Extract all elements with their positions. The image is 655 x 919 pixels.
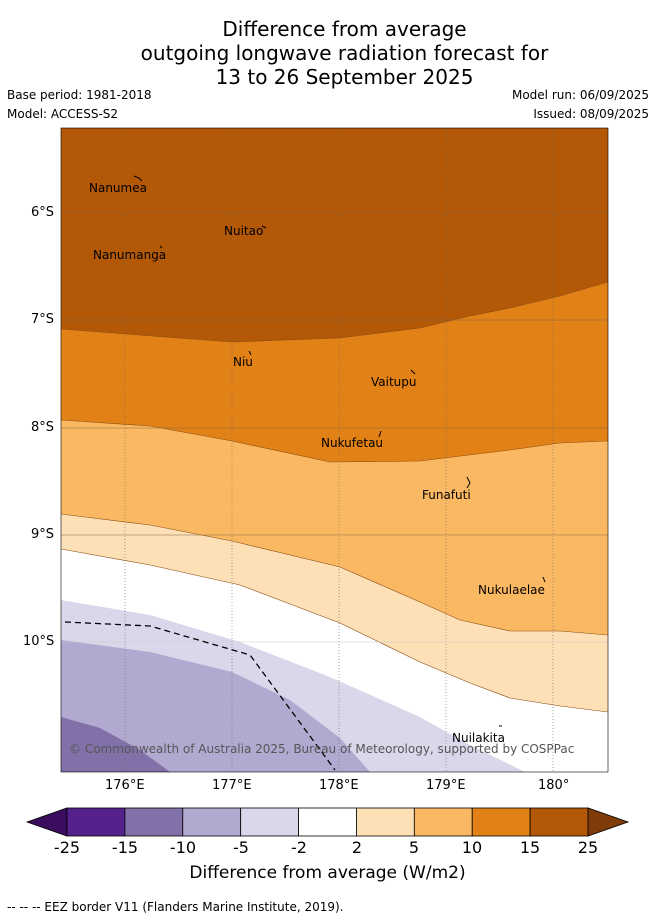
lat-label-7s: 7°S xyxy=(31,312,55,327)
place-niu: Niu xyxy=(233,355,253,369)
colorbar-swatch-8 xyxy=(529,807,589,837)
colorbar-label-9: 25 xyxy=(577,838,599,857)
colorbar-swatch-0 xyxy=(66,807,126,837)
eez-legend: -- -- -- EEZ border V11 (Flanders Marine… xyxy=(7,900,344,914)
place-nuilakita: Nuilakita xyxy=(452,731,505,745)
lat-label-10s: 10°S xyxy=(23,634,55,649)
map-gridlines xyxy=(124,128,554,772)
lat-label-9s: 9°S xyxy=(31,527,55,542)
colorbar-label-3: -5 xyxy=(233,838,249,857)
colorbar-swatch-3 xyxy=(240,807,299,837)
colorbar-swatch-2 xyxy=(182,807,242,837)
latitude-gridlines xyxy=(61,212,608,643)
band-5 xyxy=(61,514,608,712)
band-25 xyxy=(61,128,608,342)
colorbar-label-7: 10 xyxy=(461,838,483,857)
model-name: Model: ACCESS-S2 xyxy=(7,107,119,121)
base-period: Base period: 1981-2018 xyxy=(7,88,152,102)
copyright-notice: © Commonwealth of Australia 2025, Bureau… xyxy=(69,742,575,756)
lat-label-6s: 6°S xyxy=(31,205,55,220)
island-marks xyxy=(133,175,546,727)
lat-label-8s: 8°S xyxy=(31,420,55,435)
lon-label-176e: 176°E xyxy=(105,778,145,793)
colorbar-label-4: -2 xyxy=(291,838,307,857)
place-vaitupu: Vaitupu xyxy=(371,375,417,389)
title-line-3: 13 to 26 September 2025 xyxy=(215,65,474,89)
colorbar-swatch-6 xyxy=(413,807,473,837)
colorbar-label-2: -10 xyxy=(169,838,197,857)
colorbar-swatch-1 xyxy=(124,807,184,837)
colorbar-over-arrow xyxy=(587,807,630,837)
colorbar-under-arrow xyxy=(25,807,68,837)
lon-label-177e: 177°E xyxy=(212,778,252,793)
contour-lines xyxy=(61,281,608,713)
colorbar-label-0: -25 xyxy=(53,838,81,857)
place-nanumanga: Nanumanga xyxy=(93,248,167,262)
colorbar xyxy=(25,807,630,837)
colorbar-swatch-4 xyxy=(298,807,357,837)
lon-label-178e: 178°E xyxy=(319,778,359,793)
map-frame xyxy=(60,127,609,773)
band-15 xyxy=(61,282,608,462)
colorbar-label-1: -15 xyxy=(111,838,139,857)
place-nukufetau: Nukufetau xyxy=(321,436,384,450)
colorbar-label-6: 5 xyxy=(408,838,420,857)
colorbar-swatch-7 xyxy=(471,807,531,837)
lon-label-180: 180° xyxy=(538,778,570,793)
colorbar-label-5: 2 xyxy=(351,838,363,857)
colorbar-swatch-5 xyxy=(356,807,415,837)
place-nuitao: Nuitao xyxy=(224,224,264,238)
colorbar-label-8: 15 xyxy=(519,838,541,857)
model-run: Model run: 06/09/2025 xyxy=(511,88,649,102)
colorbar-title: Difference from average (W/m2) xyxy=(189,863,466,883)
place-nukulaelae: Nukulaelae xyxy=(478,583,545,597)
band-minus-15 xyxy=(61,717,170,772)
lon-label-179e: 179°E xyxy=(426,778,466,793)
title-line-1: Difference from average xyxy=(222,17,467,41)
eez-border xyxy=(64,621,336,771)
band-10 xyxy=(61,420,608,635)
band-minus-10 xyxy=(61,640,370,772)
title-line-2: outgoing longwave radiation forecast for xyxy=(140,41,549,65)
issued-date: Issued: 08/09/2025 xyxy=(533,107,649,121)
place-nanumea: Nanumea xyxy=(89,181,147,195)
place-funafuti: Funafuti xyxy=(422,488,471,502)
